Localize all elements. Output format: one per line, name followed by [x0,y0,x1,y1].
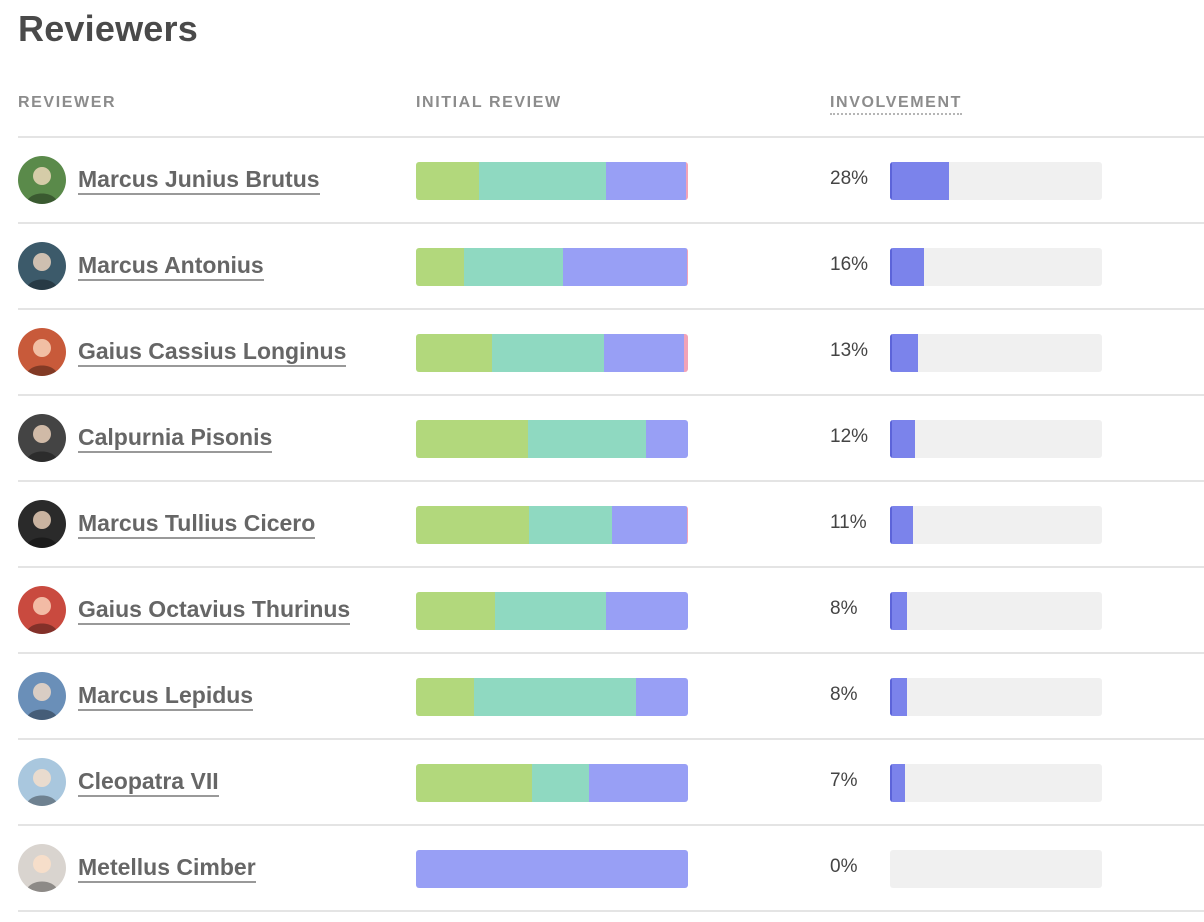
initial-review-segment-purple [611,506,687,544]
initial-review-segment-green [416,334,493,372]
reviewers-table: Marcus Junius Brutus 28% Marcus Antonius… [18,138,1204,912]
involvement-bar-fill [890,162,950,200]
involvement-bar-track [890,678,1102,716]
involvement-bar-track [890,162,1102,200]
initial-review-segment-purple [562,248,687,286]
involvement-bar-fill [890,420,916,458]
avatar[interactable] [18,586,66,634]
involvement-bar-fill [890,764,905,802]
initial-review-segment-pink [686,162,688,200]
involvement-bar-fill [890,334,918,372]
initial-review-segment-teal [528,506,612,544]
involvement-bar-track [890,592,1102,630]
column-header-reviewer: REVIEWER [18,94,117,111]
initial-review-segment-green [416,764,532,802]
involvement-percent: 8% [830,684,858,705]
initial-review-segment-green [416,162,479,200]
initial-review-segment-purple [606,592,688,630]
initial-review-bar [416,678,688,716]
reviewer-name-link[interactable]: Gaius Cassius Longinus [78,338,347,367]
reviewer-name-link[interactable]: Marcus Lepidus [78,682,254,711]
avatar[interactable] [18,156,66,204]
involvement-percent: 12% [830,426,869,447]
initial-review-segment-pink [686,248,688,286]
initial-review-segment-teal [492,334,604,372]
initial-review-bar [416,162,688,200]
initial-review-segment-purple [588,764,688,802]
table-row: Calpurnia Pisonis 12% [18,396,1204,482]
initial-review-segment-green [416,506,529,544]
reviewer-name-link[interactable]: Marcus Junius Brutus [78,166,320,195]
table-row: Cleopatra VII 7% [18,740,1204,826]
initial-review-segment-teal [531,764,589,802]
initial-review-segment-teal [527,420,646,458]
table-row: Gaius Octavius Thurinus 8% [18,568,1204,654]
avatar[interactable] [18,844,66,892]
involvement-bar-fill [890,248,924,286]
involvement-percent: 16% [830,254,869,275]
initial-review-bar [416,334,688,372]
table-row: Marcus Lepidus 8% [18,654,1204,740]
involvement-percent: 0% [830,856,858,877]
initial-review-bar [416,592,688,630]
initial-review-segment-purple [603,334,684,372]
initial-review-bar [416,850,688,888]
involvement-percent: 11% [830,512,867,533]
reviewer-name-link[interactable]: Marcus Antonius [78,252,264,281]
header-divider [18,136,1204,138]
reviewer-name-link[interactable]: Cleopatra VII [78,768,219,797]
initial-review-segment-teal [474,678,637,716]
initial-review-bar [416,764,688,802]
initial-review-segment-green [416,420,528,458]
reviewer-name-link[interactable]: Calpurnia Pisonis [78,424,273,453]
involvement-percent: 13% [830,340,869,361]
avatar[interactable] [18,242,66,290]
initial-review-segment-purple [416,850,688,888]
involvement-bar-track [890,850,1102,888]
initial-review-segment-purple [606,162,687,200]
involvement-percent: 8% [830,598,858,619]
initial-review-bar [416,420,688,458]
initial-review-segment-teal [478,162,607,200]
column-header-involvement[interactable]: INVOLVEMENT [830,94,962,115]
table-row: Marcus Tullius Cicero 11% [18,482,1204,568]
involvement-bar-track [890,248,1102,286]
involvement-bar-track [890,420,1102,458]
reviewer-name-link[interactable]: Gaius Octavius Thurinus [78,596,351,625]
involvement-percent: 28% [830,168,869,189]
initial-review-segment-pink [686,506,688,544]
avatar[interactable] [18,500,66,548]
initial-review-segment-green [416,592,495,630]
involvement-bar-track [890,764,1102,802]
column-header-initial-review: INITIAL REVIEW [416,94,562,111]
involvement-bar-track [890,506,1102,544]
reviewer-name-link[interactable]: Marcus Tullius Cicero [78,510,316,539]
avatar[interactable] [18,758,66,806]
involvement-bar-fill [890,506,914,544]
reviewer-name-link[interactable]: Metellus Cimber [78,854,256,883]
initial-review-segment-pink [683,334,688,372]
initial-review-segment-purple [645,420,688,458]
involvement-bar-fill [890,678,907,716]
page-title: Reviewers [18,8,198,49]
initial-review-segment-green [416,678,475,716]
initial-review-bar [416,248,688,286]
involvement-bar-fill [890,592,907,630]
table-row: Marcus Antonius 16% [18,224,1204,310]
avatar[interactable] [18,414,66,462]
involvement-percent: 7% [830,770,858,791]
table-row: Gaius Cassius Longinus 13% [18,310,1204,396]
involvement-bar-track [890,334,1102,372]
avatar[interactable] [18,672,66,720]
initial-review-segment-teal [494,592,607,630]
initial-review-segment-teal [463,248,563,286]
initial-review-segment-purple [636,678,688,716]
table-row: Metellus Cimber 0% [18,826,1204,912]
table-row: Marcus Junius Brutus 28% [18,138,1204,224]
initial-review-segment-green [416,248,464,286]
avatar[interactable] [18,328,66,376]
initial-review-bar [416,506,688,544]
